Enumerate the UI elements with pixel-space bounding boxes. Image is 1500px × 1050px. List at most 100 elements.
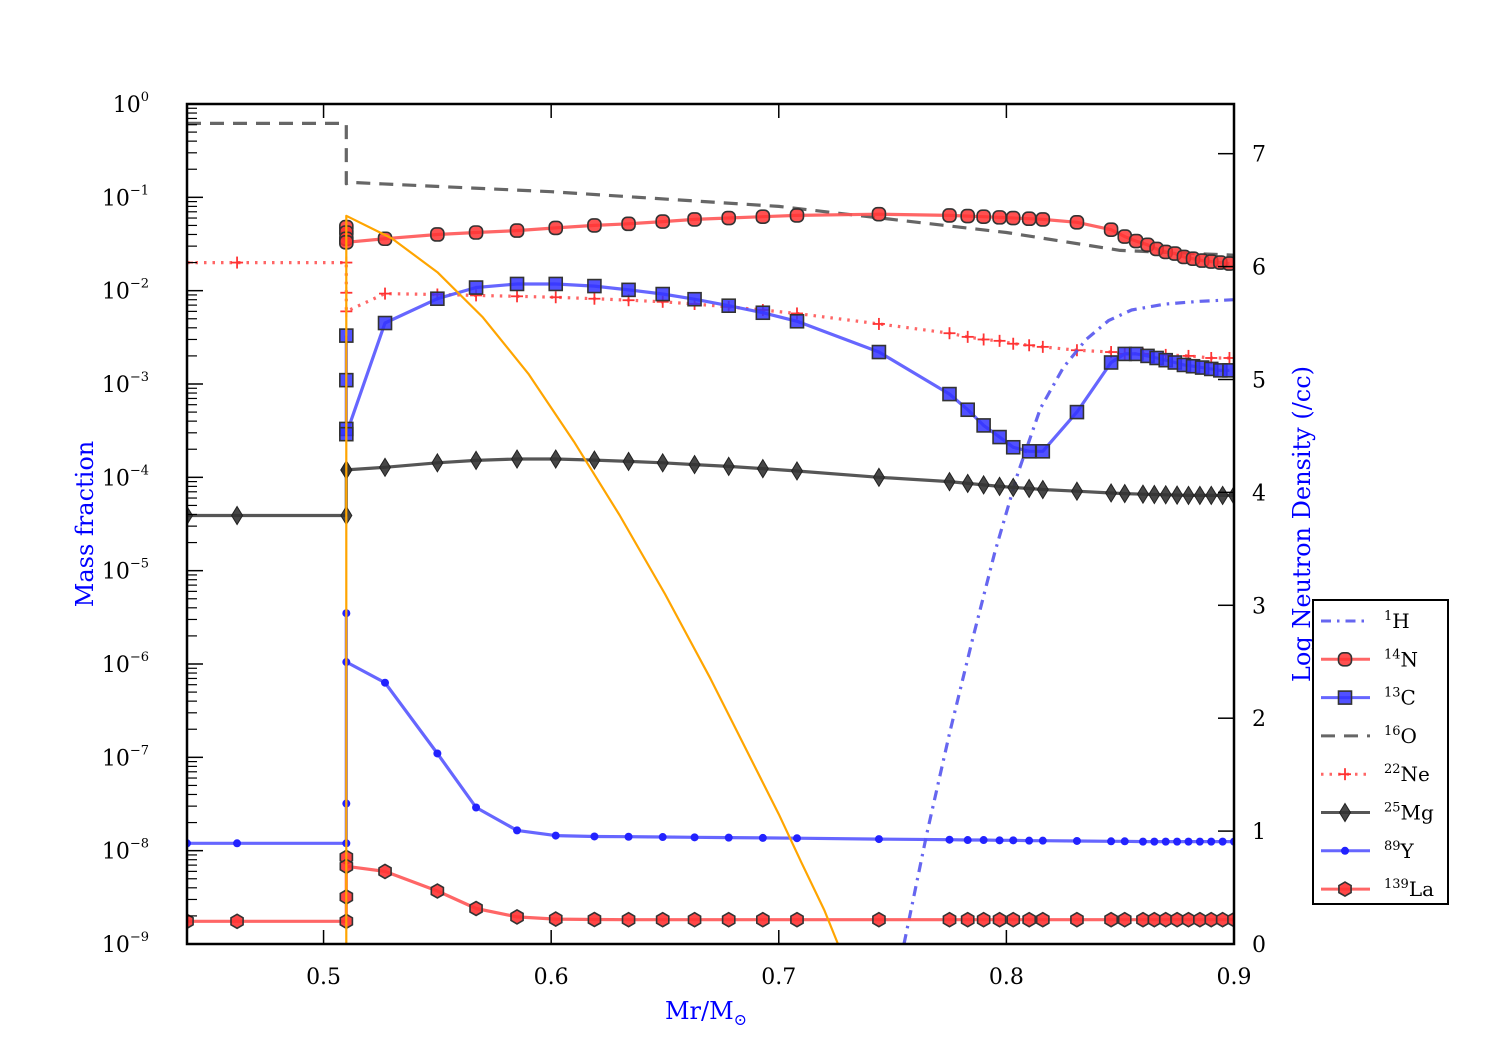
marker-point <box>590 832 599 841</box>
marker-square <box>1021 444 1037 459</box>
y-right-tick-label: 2 <box>1252 707 1266 732</box>
legend-label-mass: 22 <box>1384 762 1401 777</box>
marker-point <box>963 836 972 845</box>
legend-label-element: Y <box>1400 839 1415 863</box>
marker-point <box>874 835 883 844</box>
marker-diamond <box>469 450 483 471</box>
marker-plus <box>1023 339 1036 352</box>
marker-circle <box>1035 212 1051 227</box>
y-left-tick-label: 10−7 <box>102 743 149 771</box>
marker-hexagon <box>1104 911 1118 928</box>
legend-label-mass: 16 <box>1384 724 1401 739</box>
marker-plus <box>961 330 974 343</box>
y-left-tick-exponent: −2 <box>130 277 149 292</box>
marker-plus <box>511 290 524 303</box>
marker-circle <box>942 208 957 223</box>
marker-hexagon <box>1181 911 1196 928</box>
marker-diamond <box>1007 477 1020 498</box>
marker-plus <box>943 327 956 340</box>
marker-plus <box>1339 768 1351 781</box>
y-right-axis-title: Log Neutron Density (/cc) <box>1288 366 1316 682</box>
marker-circle <box>871 206 887 222</box>
legend-label: 16O <box>1384 724 1417 748</box>
marker-point <box>624 832 633 841</box>
marker-point <box>758 833 767 842</box>
legend-label-mass: 13 <box>1384 686 1401 701</box>
x-tick-label: 0.5 <box>306 965 341 990</box>
marker-hexagon <box>587 911 602 928</box>
marker-diamond <box>187 505 194 526</box>
marker-point <box>724 833 733 842</box>
marker-hexagon <box>992 911 1007 928</box>
marker-diamond <box>1148 484 1161 505</box>
y-left-tick-label: 100 <box>113 90 149 118</box>
marker-square <box>789 313 805 329</box>
marker-square <box>1337 690 1353 705</box>
marker-hexagon <box>942 911 957 928</box>
plot-frame <box>185 102 1236 946</box>
marker-point <box>381 678 390 687</box>
marker-point <box>945 835 954 844</box>
marker-point <box>433 749 442 758</box>
marker-diamond <box>1118 483 1131 504</box>
legend-label: 14N <box>1384 647 1418 671</box>
series-89y <box>187 609 1234 848</box>
marker-diamond <box>230 505 244 526</box>
marker-hexagon <box>1070 911 1084 928</box>
y-left-tick-exponent: −3 <box>130 370 149 385</box>
marker-square <box>960 402 975 418</box>
marker-point <box>1009 836 1018 845</box>
y-left-tick-exponent: −9 <box>130 930 149 945</box>
marker-circle <box>960 208 975 224</box>
marker-hexagon <box>790 911 804 928</box>
marker-plus <box>588 292 601 305</box>
marker-point <box>979 836 988 845</box>
y-left-tick-label: 10−6 <box>102 650 149 678</box>
marker-point <box>658 833 667 842</box>
marker-square <box>1035 444 1051 459</box>
series-line <box>344 282 1230 453</box>
legend-label-mass: 89 <box>1384 839 1401 854</box>
series-line <box>902 298 1234 944</box>
marker-plus <box>1036 340 1049 353</box>
y-left-tick-exponent: −5 <box>130 557 149 572</box>
legend-label-element: H <box>1392 609 1409 633</box>
y-left-axis-title: Mass fraction <box>71 441 99 607</box>
y-right-tick-label: 7 <box>1252 143 1266 168</box>
marker-square <box>587 278 602 294</box>
marker-diamond <box>872 467 886 488</box>
series-22ne <box>187 256 1234 364</box>
legend-label: 22Ne <box>1384 762 1430 786</box>
marker-point <box>1138 837 1147 846</box>
marker-circle <box>468 225 484 240</box>
x-axis-title-main: Mr/M <box>665 997 734 1025</box>
marker-hexagon <box>755 911 770 928</box>
legend-label: 89Y <box>1384 839 1415 863</box>
y-left-tick-exponent: −7 <box>130 743 149 758</box>
series-13c <box>339 276 1234 459</box>
series-14n <box>339 206 1234 271</box>
series-25mg <box>187 449 1234 526</box>
marker-square <box>1222 363 1234 378</box>
y-right-tick-label: 5 <box>1252 368 1266 393</box>
marker-circle <box>430 227 445 242</box>
marker-hexagon <box>655 911 670 928</box>
marker-point <box>1341 846 1349 855</box>
y-right-tick-label: 1 <box>1252 820 1266 845</box>
marker-point <box>792 834 801 843</box>
marker-hexagon <box>230 913 244 930</box>
legend-label-element: Ne <box>1401 762 1430 786</box>
series-139la <box>187 849 1234 930</box>
marker-hexagon <box>1136 911 1150 928</box>
marker-plus <box>379 287 392 300</box>
legend-item-22ne: 22Ne <box>1321 762 1430 786</box>
marker-hexagon <box>872 911 886 928</box>
marker-diamond <box>977 474 990 495</box>
marker-circle <box>548 220 564 236</box>
marker-diamond <box>1182 485 1195 506</box>
marker-point <box>1184 837 1193 846</box>
marker-plus <box>549 291 562 304</box>
marker-diamond <box>1159 484 1172 505</box>
marker-square <box>1069 404 1085 420</box>
